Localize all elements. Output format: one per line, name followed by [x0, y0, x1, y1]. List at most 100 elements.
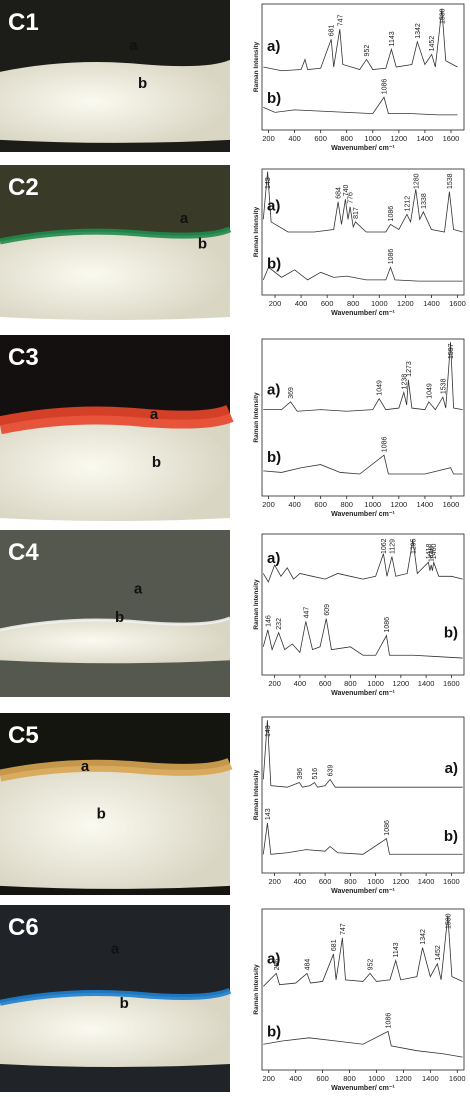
- series-label: b): [444, 624, 458, 641]
- panel-label: C6: [8, 914, 39, 941]
- x-tick-label: 400: [295, 299, 308, 308]
- peak-label: 1086: [388, 206, 395, 222]
- x-tick-label: 1200: [395, 1074, 412, 1083]
- spectrum-line: [262, 823, 463, 855]
- peak-label: 776: [348, 192, 355, 204]
- peak-label: 747: [340, 923, 347, 935]
- series-label: a): [267, 951, 280, 968]
- peak-label: 484: [304, 959, 311, 971]
- photo: C1 a b: [0, 0, 230, 152]
- peak-label: 1295: [410, 538, 417, 554]
- x-axis-label: Wavenumber/ cm⁻¹: [331, 1085, 395, 1092]
- series-label: b): [444, 828, 458, 845]
- spectrum-line: [263, 1030, 463, 1058]
- x-axis-label: Wavenumber/ cm⁻¹: [331, 145, 395, 152]
- x-tick-label: 200: [268, 877, 281, 886]
- peak-label: 232: [276, 618, 283, 630]
- plot-frame: [261, 338, 465, 497]
- photo-background: [0, 530, 230, 697]
- peak-label: 1538: [440, 378, 447, 394]
- peak-label: 1273: [406, 361, 413, 377]
- peak-label: 1452: [429, 36, 436, 52]
- photo: C6 a b: [0, 905, 232, 1092]
- peak-label: 1530: [439, 8, 446, 24]
- peak-label: 1086: [381, 437, 388, 453]
- spectrum-line: [263, 915, 463, 987]
- series-label: a): [267, 381, 280, 398]
- plot-frame: [261, 533, 465, 676]
- x-tick-label: 200: [262, 1074, 275, 1083]
- x-tick-label: 1200: [397, 299, 414, 308]
- x-tick-label: 1000: [367, 679, 384, 688]
- peak-label: 1460: [431, 544, 438, 560]
- peak-label: 516: [312, 768, 319, 780]
- series-label: a): [267, 197, 280, 214]
- series-label: a): [267, 38, 280, 55]
- layer-label: b: [120, 995, 129, 1012]
- paint-layer: [0, 987, 232, 1006]
- sample-body: [0, 990, 230, 1067]
- x-tick-label: 800: [344, 679, 357, 688]
- paint-layer: [0, 226, 232, 245]
- peak-label: 1238: [401, 374, 408, 390]
- x-tick-label: 1200: [390, 500, 407, 509]
- spectrum-chart: 200 400 600 800 1000 1200 1400 1600 Wavenumber/ …: [253, 533, 465, 697]
- x-axis-label: Wavenumber/ cm⁻¹: [331, 310, 395, 317]
- x-tick-label: 400: [289, 1074, 302, 1083]
- x-tick-label: 1400: [418, 679, 435, 688]
- x-tick-label: 1400: [417, 134, 434, 143]
- photo: C5 a b: [0, 713, 233, 895]
- series-label: a): [267, 550, 280, 567]
- peak-label: 1086: [386, 1013, 393, 1029]
- plot-frame: [261, 716, 465, 874]
- spectrum-line: [263, 342, 463, 412]
- x-tick-label: 1600: [449, 1074, 466, 1083]
- y-axis-label: Raman Intensity: [253, 207, 260, 258]
- peak-label: 1538: [447, 173, 454, 189]
- sample-body: [0, 229, 230, 320]
- series-label: b): [267, 1024, 281, 1041]
- x-tick-label: 600: [321, 299, 334, 308]
- x-tick-label: 800: [340, 500, 353, 509]
- peak-label: 447: [303, 607, 310, 619]
- spectrum-chart: 200 400 600 800 1000 1200 1400 1600 Wavenumber/ …: [253, 338, 465, 518]
- peak-label: 740: [343, 184, 350, 196]
- sample-body: [0, 413, 230, 521]
- peak-label: 1212: [404, 196, 411, 212]
- peak-label: 1086: [381, 79, 388, 95]
- layer-label: a: [111, 941, 120, 958]
- x-tick-label: 600: [314, 500, 327, 509]
- peak-label: 143: [265, 177, 272, 189]
- series-label: a): [445, 760, 458, 777]
- spectrum-line: [262, 266, 463, 282]
- peak-label: 1143: [389, 31, 396, 46]
- peak-label: 1530: [445, 913, 452, 929]
- series-label: b): [267, 449, 281, 466]
- x-tick-label: 200: [262, 500, 275, 509]
- x-tick-label: 1000: [364, 500, 381, 509]
- spectrum-line: [262, 539, 463, 583]
- peak-label: 681: [329, 24, 336, 36]
- x-tick-label: 1600: [443, 134, 460, 143]
- peak-label: 1338: [421, 193, 428, 209]
- spectrum-chart: 200 400 600 800 1000 1200 1400 1600 Wavenumber/ …: [253, 908, 466, 1092]
- series-label: b): [267, 90, 281, 107]
- panel-label: C2: [8, 174, 39, 201]
- x-tick-label: 1000: [367, 877, 384, 886]
- x-tick-label: 200: [269, 299, 282, 308]
- peak-label: 684: [336, 187, 343, 199]
- x-tick-label: 1600: [443, 679, 460, 688]
- layer-label: a: [180, 210, 189, 227]
- x-tick-label: 1400: [423, 299, 440, 308]
- x-tick-label: 1200: [390, 134, 407, 143]
- x-tick-label: 800: [344, 877, 357, 886]
- x-tick-label: 1600: [443, 877, 460, 886]
- peak-label: 1418: [426, 544, 433, 560]
- x-tick-label: 1000: [368, 1074, 385, 1083]
- peak-label: 256: [274, 959, 281, 971]
- x-tick-label: 800: [347, 299, 360, 308]
- spectrum-line: [263, 96, 458, 116]
- x-tick-label: 1400: [417, 500, 434, 509]
- x-tick-label: 200: [262, 134, 275, 143]
